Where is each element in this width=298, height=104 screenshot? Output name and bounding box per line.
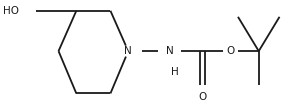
Text: N: N [124,46,132,56]
Text: O: O [226,46,235,56]
Text: HO: HO [3,6,19,16]
Text: O: O [198,92,207,102]
Text: N: N [166,46,174,56]
Text: H: H [171,67,179,77]
